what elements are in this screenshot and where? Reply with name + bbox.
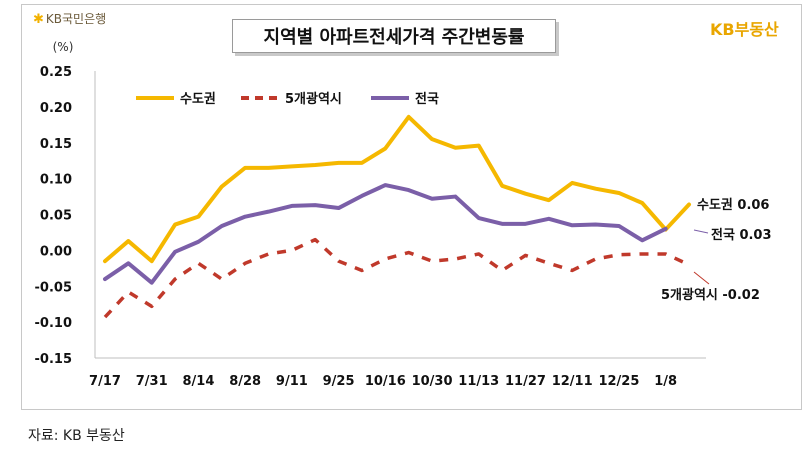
- end-label-2: 전국 0.03: [711, 227, 772, 243]
- x-tick-label: 9/25: [323, 374, 355, 389]
- x-tick-label: 9/11: [276, 374, 308, 389]
- x-tick-label: 7/17: [89, 374, 121, 389]
- y-unit-label: (%): [53, 40, 74, 54]
- end-label-connector: [693, 229, 709, 234]
- end-label-1: 수도권 0.06: [697, 198, 769, 213]
- x-tick-label: 10/30: [412, 374, 453, 389]
- y-tick-label: 0.00: [40, 244, 72, 259]
- kb-bank-logo: ✱ KB국민은행: [33, 10, 106, 27]
- x-tick-label: 10/16: [365, 374, 406, 389]
- y-tick-label: 0.05: [40, 209, 72, 224]
- chart-axes: [94, 71, 706, 359]
- y-tick-labels: 0.25 0.20 0.15 0.10 0.05 0.00 -0.05 -0.10 -0.15: [35, 65, 72, 367]
- kb-star-icon: ✱: [33, 12, 44, 27]
- x-tick-label: 8/14: [182, 374, 214, 389]
- x-tick-label: 1/8: [654, 374, 677, 389]
- x-tick-labels: 7/17 7/31 8/14 8/28 9/11 9/25 10/16 10/30 11/13 1…: [89, 374, 677, 389]
- legend-label-3: 전국: [415, 91, 439, 107]
- y-tick-label: 0.10: [40, 173, 72, 188]
- series-lines: [103, 114, 691, 319]
- end-label-connector: [693, 271, 710, 285]
- series-line-2: [103, 237, 690, 319]
- chart-title: 지역별 아파트전세가격 주간변동률: [232, 19, 556, 53]
- legend-label-2: 5개광역시: [285, 91, 342, 107]
- x-tick-label: 8/28: [229, 374, 261, 389]
- x-tick-label: 12/25: [598, 374, 639, 389]
- y-tick-label: 0.25: [40, 65, 72, 80]
- x-tick-label: 11/27: [505, 374, 546, 389]
- y-tick-label: -0.10: [35, 316, 72, 331]
- y-tick-label: -0.15: [35, 352, 72, 367]
- legend-label-1: 수도권: [180, 92, 216, 107]
- chart-legend: 수도권 5개광역시 전국: [136, 91, 439, 107]
- series-line-1: [103, 114, 691, 264]
- y-tick-label: 0.20: [40, 101, 72, 116]
- x-tick-label: 12/11: [552, 374, 593, 389]
- end-labels: 수도권 0.06 전국 0.03 5개광역시 -0.02: [661, 198, 772, 303]
- y-tick-label: -0.05: [35, 280, 72, 295]
- kb-realestate-logo: KB부동산: [710, 20, 779, 39]
- y-tick-label: 0.15: [40, 137, 72, 152]
- series-line-3: [103, 183, 668, 285]
- x-tick-label: 7/31: [136, 374, 168, 389]
- kb-bank-logo-text: KB국민은행: [45, 12, 107, 26]
- end-label-3: 5개광역시 -0.02: [661, 287, 760, 303]
- chart-frame: [21, 4, 802, 410]
- source-note: 자료: KB 부동산: [28, 428, 125, 444]
- x-tick-label: 11/13: [458, 374, 499, 389]
